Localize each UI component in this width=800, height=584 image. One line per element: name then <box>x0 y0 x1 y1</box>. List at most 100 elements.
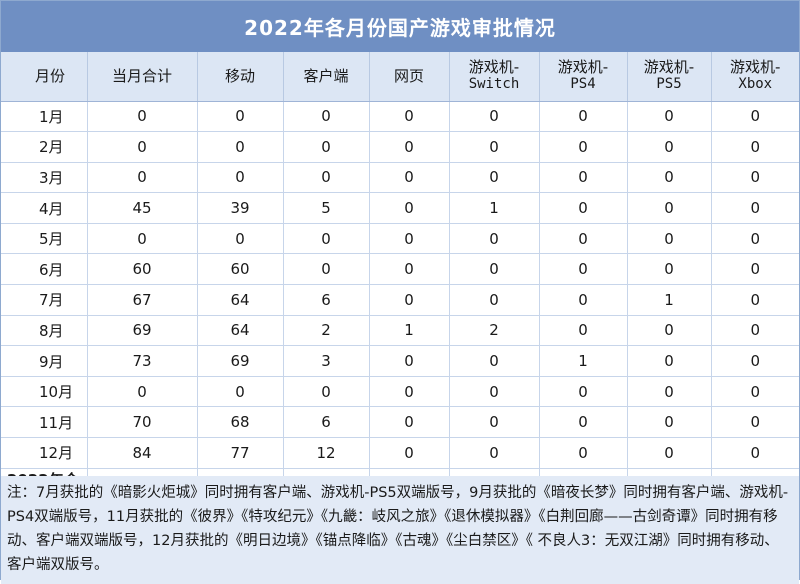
cell-xbox: 0 <box>711 253 799 286</box>
column-header-platform: PS4 <box>570 76 596 93</box>
cell-switch: 0 <box>449 131 540 163</box>
cell-ps4: 0 <box>539 376 628 408</box>
cell-ps4: 0 <box>539 162 628 194</box>
cell-web: 0 <box>369 406 450 439</box>
cell-total: 67 <box>87 284 198 316</box>
cell-ps5: 0 <box>627 376 712 408</box>
cell-switch: 1 <box>449 192 540 224</box>
cell-month: 2月 <box>1 131 88 163</box>
column-header-switch: 游戏机- Switch <box>449 52 540 102</box>
cell-ps4: 0 <box>539 223 628 255</box>
cell-month: 4月 <box>1 192 88 224</box>
cell-ps5: 0 <box>627 131 712 163</box>
table-row: 9月 73 69 3 0 0 1 0 0 <box>1 345 799 377</box>
cell-ps5: 0 <box>627 406 712 439</box>
cell-web: 0 <box>369 437 450 469</box>
cell-ps4: 0 <box>539 253 628 286</box>
column-header-label: 游戏机- <box>730 58 781 77</box>
cell-total: 0 <box>87 162 198 194</box>
cell-client: 0 <box>283 162 370 194</box>
table-row: 3月 0 0 0 0 0 0 0 0 <box>1 162 799 194</box>
cell-client: 0 <box>283 223 370 255</box>
column-header-label: 游戏机- <box>468 58 520 77</box>
cell-switch: 0 <box>449 406 540 439</box>
cell-web: 0 <box>369 101 450 133</box>
footnote: 注：7月获批的《暗影火炬城》同时拥有客户端、游戏机-PS5双端版号，9月获批的《… <box>1 476 799 584</box>
cell-switch: 0 <box>449 284 540 316</box>
cell-month: 12月 <box>1 437 88 469</box>
cell-ps4: 0 <box>539 101 628 133</box>
cell-mobile: 60 <box>197 253 284 286</box>
cell-ps4: 0 <box>539 406 628 439</box>
cell-month: 10月 <box>1 376 88 408</box>
cell-switch: 0 <box>449 223 540 255</box>
table-row: 2月 0 0 0 0 0 0 0 0 <box>1 131 799 163</box>
cell-month: 1月 <box>1 101 88 133</box>
cell-client: 0 <box>283 376 370 408</box>
cell-total: 0 <box>87 223 198 255</box>
cell-ps4: 0 <box>539 437 628 469</box>
cell-ps5: 0 <box>627 253 712 286</box>
cell-mobile: 0 <box>197 101 284 133</box>
cell-client: 0 <box>283 253 370 286</box>
cell-ps4: 0 <box>539 315 628 347</box>
cell-xbox: 0 <box>711 101 799 133</box>
table-title: 2022年各月份国产游戏审批情况 <box>1 1 799 52</box>
cell-web: 0 <box>369 223 450 255</box>
cell-mobile: 0 <box>197 162 284 194</box>
cell-mobile: 0 <box>197 131 284 163</box>
cell-xbox: 0 <box>711 192 799 224</box>
column-header-client: 客户端 <box>283 52 370 102</box>
cell-total: 69 <box>87 315 198 347</box>
cell-ps4: 0 <box>539 192 628 224</box>
cell-month: 3月 <box>1 162 88 194</box>
cell-mobile: 0 <box>197 376 284 408</box>
column-header-label: 月份 <box>35 66 66 85</box>
cell-switch: 0 <box>449 345 540 377</box>
table-row: 11月 70 68 6 0 0 0 0 0 <box>1 406 799 439</box>
cell-month: 5月 <box>1 223 88 255</box>
cell-switch: 2 <box>449 315 540 347</box>
cell-total: 0 <box>87 131 198 163</box>
cell-xbox: 0 <box>711 223 799 255</box>
cell-total: 0 <box>87 101 198 133</box>
cell-month: 9月 <box>1 345 88 377</box>
cell-mobile: 77 <box>197 437 284 469</box>
column-header-label: 客户端 <box>303 66 349 85</box>
column-header-ps5: 游戏机- PS5 <box>627 52 712 102</box>
table-row: 7月 67 64 6 0 0 0 1 0 <box>1 284 799 316</box>
cell-switch: 0 <box>449 162 540 194</box>
table-row: 10月 0 0 0 0 0 0 0 0 <box>1 376 799 408</box>
cell-total: 70 <box>87 406 198 439</box>
table-row: 1月 0 0 0 0 0 0 0 0 <box>1 101 799 133</box>
cell-ps4: 0 <box>539 284 628 316</box>
cell-ps5: 0 <box>627 437 712 469</box>
column-header-platform: Switch <box>468 76 520 93</box>
cell-ps5: 0 <box>627 223 712 255</box>
column-header-label: 游戏机- <box>643 58 695 77</box>
header-row: 月份 当月合计 移动 客户端 网页 游戏机- Switch 游戏机- PS4 游戏机… <box>1 52 799 102</box>
cell-total: 0 <box>87 376 198 408</box>
column-header-label: 游戏机- <box>557 58 609 77</box>
cell-month: 6月 <box>1 253 88 286</box>
cell-ps5: 1 <box>627 284 712 316</box>
cell-xbox: 0 <box>711 406 799 439</box>
cell-ps5: 0 <box>627 345 712 377</box>
cell-total: 60 <box>87 253 198 286</box>
column-header-label: 网页 <box>393 66 424 85</box>
cell-client: 12 <box>283 437 370 469</box>
cell-web: 0 <box>369 345 450 377</box>
table-row: 4月 45 39 5 0 1 0 0 0 <box>1 192 799 224</box>
cell-web: 1 <box>369 315 450 347</box>
column-header-month: 月份 <box>1 52 88 102</box>
cell-web: 0 <box>369 284 450 316</box>
cell-xbox: 0 <box>711 315 799 347</box>
table-row: 8月 69 64 2 1 2 0 0 0 <box>1 315 799 347</box>
cell-total: 45 <box>87 192 198 224</box>
cell-mobile: 69 <box>197 345 284 377</box>
cell-total: 84 <box>87 437 198 469</box>
cell-month: 8月 <box>1 315 88 347</box>
cell-xbox: 0 <box>711 284 799 316</box>
column-header-xbox: 游戏机- Xbox <box>711 52 799 102</box>
cell-xbox: 0 <box>711 437 799 469</box>
